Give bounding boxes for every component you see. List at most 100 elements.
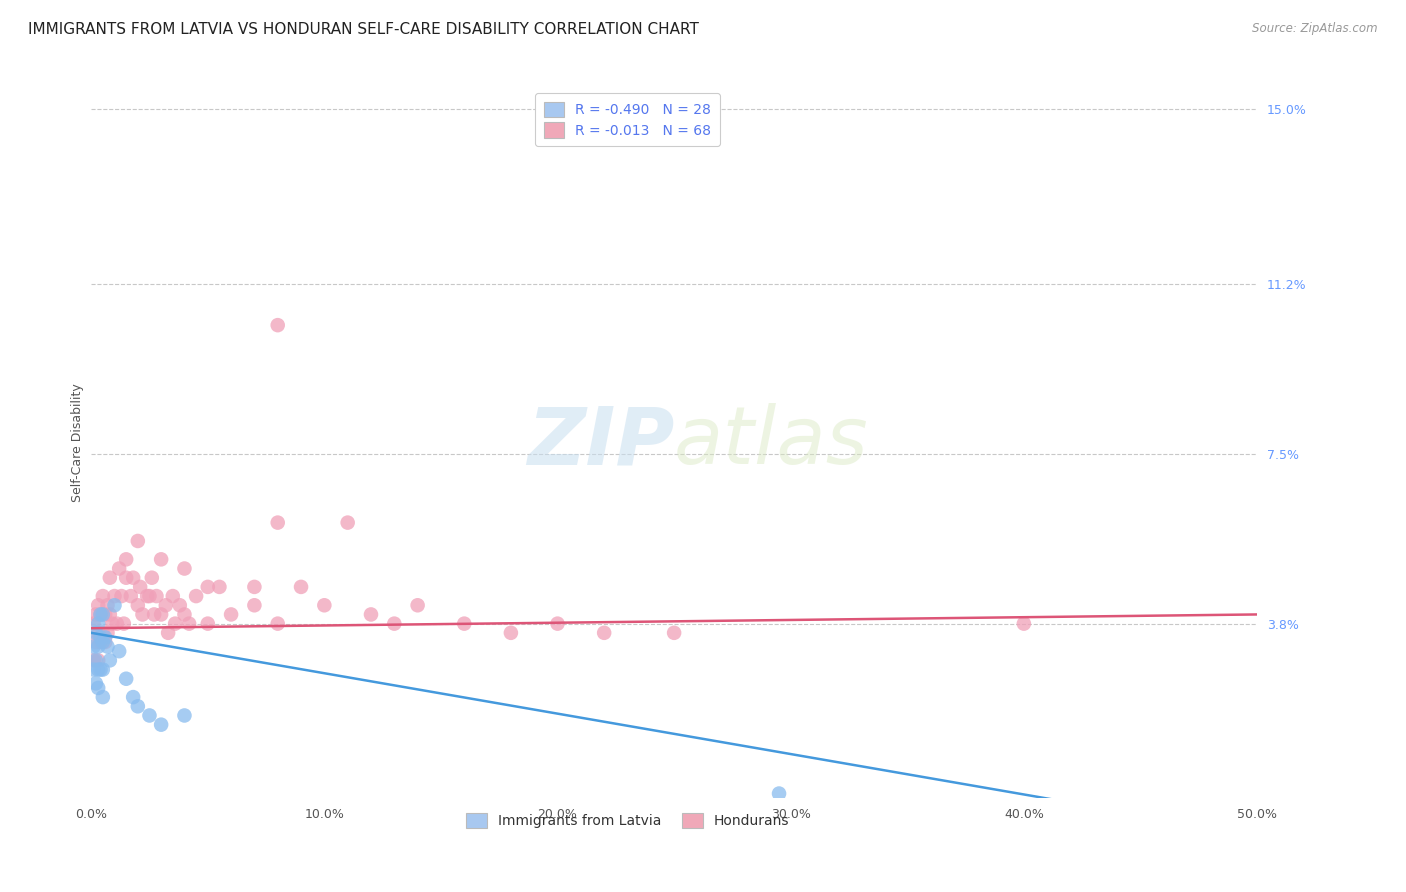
Point xyxy=(83,653,105,667)
Point xyxy=(219,607,242,622)
Point xyxy=(127,533,149,548)
Point xyxy=(108,561,131,575)
Point xyxy=(768,787,790,801)
Text: IMMIGRANTS FROM LATVIA VS HONDURAN SELF-CARE DISABILITY CORRELATION CHART: IMMIGRANTS FROM LATVIA VS HONDURAN SELF-… xyxy=(28,22,699,37)
Point xyxy=(96,625,118,640)
Point xyxy=(150,717,173,731)
Point xyxy=(103,599,125,613)
Point xyxy=(314,599,336,613)
Point xyxy=(89,607,111,622)
Point xyxy=(138,589,160,603)
Point xyxy=(89,631,111,645)
Point xyxy=(129,580,152,594)
Point xyxy=(87,599,110,613)
Point xyxy=(150,607,173,622)
Legend: Immigrants from Latvia, Hondurans: Immigrants from Latvia, Hondurans xyxy=(460,807,794,834)
Y-axis label: Self-Care Disability: Self-Care Disability xyxy=(72,383,84,501)
Point xyxy=(290,580,312,594)
Point xyxy=(382,616,405,631)
Point xyxy=(96,640,118,654)
Point xyxy=(267,318,290,333)
Point xyxy=(197,616,219,631)
Point xyxy=(84,607,107,622)
Text: Source: ZipAtlas.com: Source: ZipAtlas.com xyxy=(1253,22,1378,36)
Point xyxy=(150,552,173,566)
Point xyxy=(120,589,142,603)
Point xyxy=(157,625,180,640)
Point xyxy=(105,616,128,631)
Point xyxy=(1012,616,1035,631)
Point xyxy=(141,571,163,585)
Point xyxy=(91,625,114,640)
Point xyxy=(208,580,231,594)
Point xyxy=(91,589,114,603)
Point xyxy=(94,607,117,622)
Point xyxy=(127,599,149,613)
Point xyxy=(145,589,167,603)
Point xyxy=(84,625,107,640)
Point xyxy=(267,516,290,530)
Point xyxy=(98,571,121,585)
Point xyxy=(91,607,114,622)
Point xyxy=(169,599,191,613)
Point xyxy=(83,640,105,654)
Point xyxy=(84,676,107,690)
Point xyxy=(547,616,569,631)
Point xyxy=(136,589,159,603)
Point xyxy=(91,635,114,649)
Text: ZIP: ZIP xyxy=(527,403,673,482)
Point xyxy=(162,589,184,603)
Point xyxy=(122,690,145,705)
Point xyxy=(98,653,121,667)
Point xyxy=(108,644,131,658)
Point xyxy=(197,580,219,594)
Point xyxy=(115,672,138,686)
Point xyxy=(243,599,266,613)
Point xyxy=(360,607,382,622)
Point xyxy=(84,635,107,649)
Point xyxy=(115,571,138,585)
Point xyxy=(138,708,160,723)
Point xyxy=(87,681,110,695)
Point xyxy=(101,616,124,631)
Point xyxy=(127,699,149,714)
Point xyxy=(87,653,110,667)
Point xyxy=(143,607,166,622)
Point xyxy=(115,552,138,566)
Point xyxy=(83,663,105,677)
Point xyxy=(91,690,114,705)
Point xyxy=(84,653,107,667)
Point xyxy=(89,635,111,649)
Point xyxy=(453,616,475,631)
Point xyxy=(87,663,110,677)
Point xyxy=(98,607,121,622)
Point xyxy=(96,599,118,613)
Point xyxy=(267,616,290,631)
Point xyxy=(179,616,201,631)
Point xyxy=(94,631,117,645)
Point xyxy=(499,625,522,640)
Point xyxy=(83,616,105,631)
Point xyxy=(165,616,187,631)
Point xyxy=(89,607,111,622)
Point xyxy=(406,599,429,613)
Point xyxy=(593,625,616,640)
Point xyxy=(243,580,266,594)
Point xyxy=(173,607,195,622)
Point xyxy=(131,607,153,622)
Point xyxy=(91,663,114,677)
Point xyxy=(103,589,125,603)
Point xyxy=(184,589,207,603)
Point xyxy=(336,516,359,530)
Point xyxy=(94,635,117,649)
Point xyxy=(122,571,145,585)
Point xyxy=(87,640,110,654)
Point xyxy=(662,625,685,640)
Point xyxy=(173,708,195,723)
Point xyxy=(87,616,110,631)
Point xyxy=(173,561,195,575)
Point xyxy=(110,589,132,603)
Point xyxy=(155,599,177,613)
Point xyxy=(89,663,111,677)
Text: atlas: atlas xyxy=(673,403,869,482)
